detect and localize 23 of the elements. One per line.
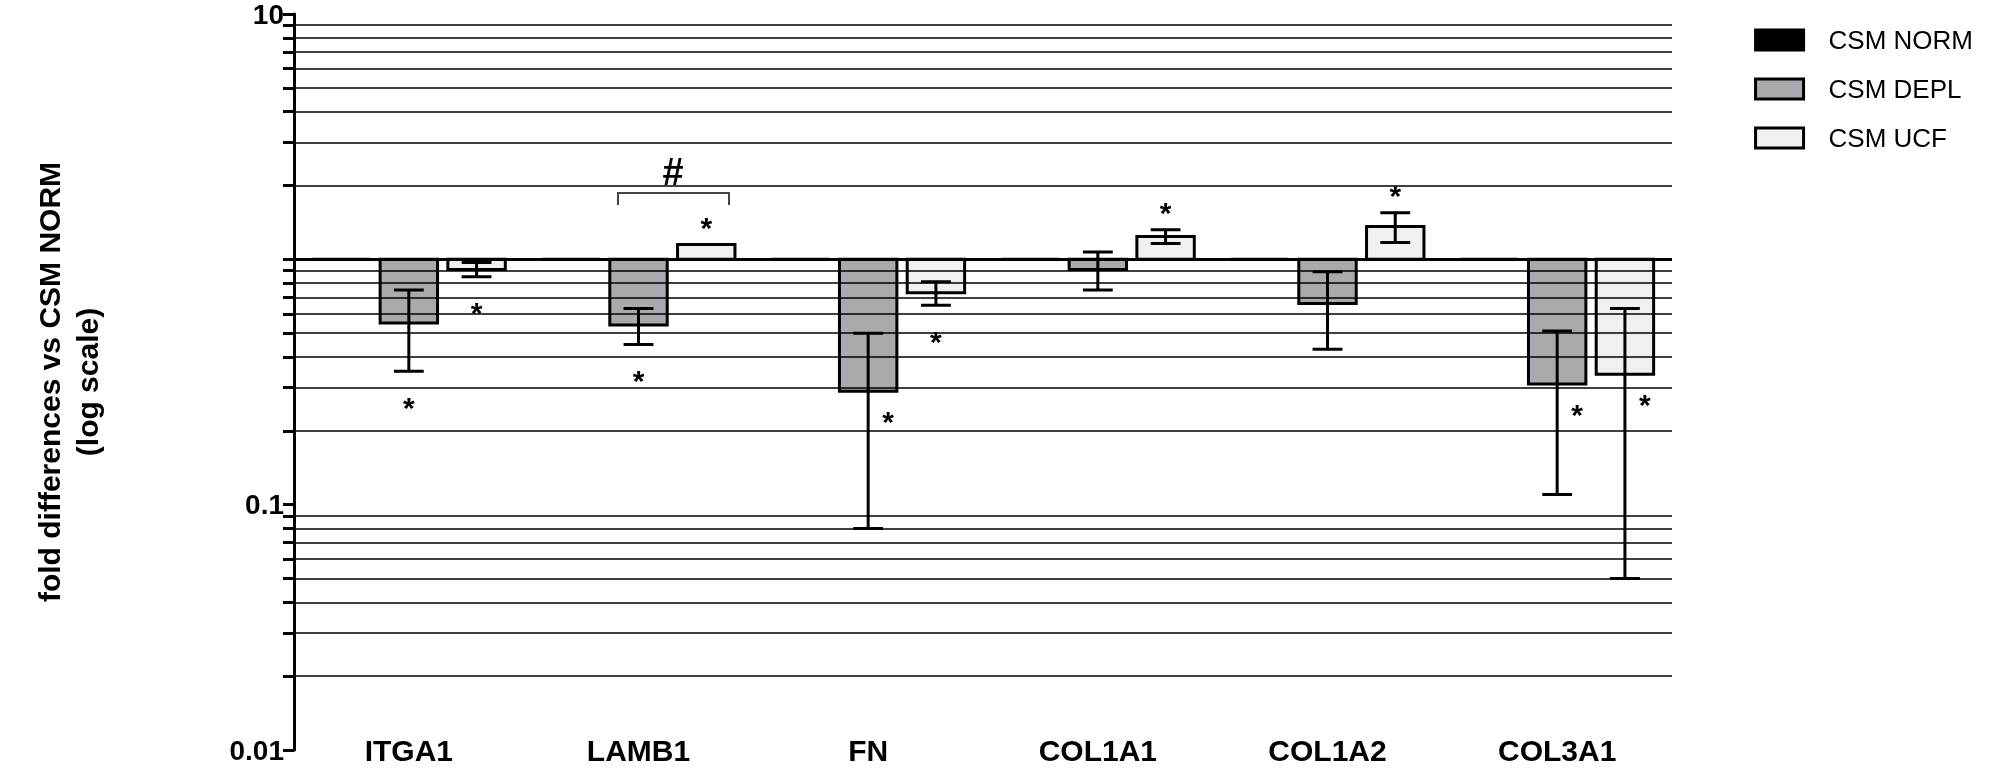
data-label: *	[1159, 196, 1172, 230]
x-tick-label: FN	[848, 733, 889, 767]
legend-label: CSM UCF	[1828, 123, 1947, 153]
x-tick-label: COL3A1	[1497, 733, 1617, 767]
x-tick-label: COL1A1	[1038, 733, 1158, 767]
x-tick-label: COL1A2	[1268, 733, 1387, 767]
x-tick-label: LAMB1	[586, 733, 691, 767]
data-label: *	[930, 324, 943, 358]
data-label: *	[1389, 179, 1402, 213]
data-label: *	[1571, 397, 1584, 431]
legend-label: CSM DEPL	[1828, 74, 1962, 104]
data-label: *	[632, 363, 645, 397]
y-axis-title: fold differences vs CSM NORM (log scale)	[32, 161, 104, 603]
y-tick-label: 0.01	[229, 734, 284, 766]
legend-label: CSM NORM	[1828, 25, 1973, 55]
y-tick-label: 10	[252, 0, 284, 30]
data-label: *	[882, 404, 895, 438]
data-label: *	[402, 390, 415, 424]
annotation: #	[662, 151, 684, 193]
data-label: *	[1639, 387, 1652, 421]
x-tick-label: ITGA1	[364, 733, 454, 767]
data-label: *	[700, 210, 713, 244]
y-tick-label: 0.1	[245, 489, 284, 521]
